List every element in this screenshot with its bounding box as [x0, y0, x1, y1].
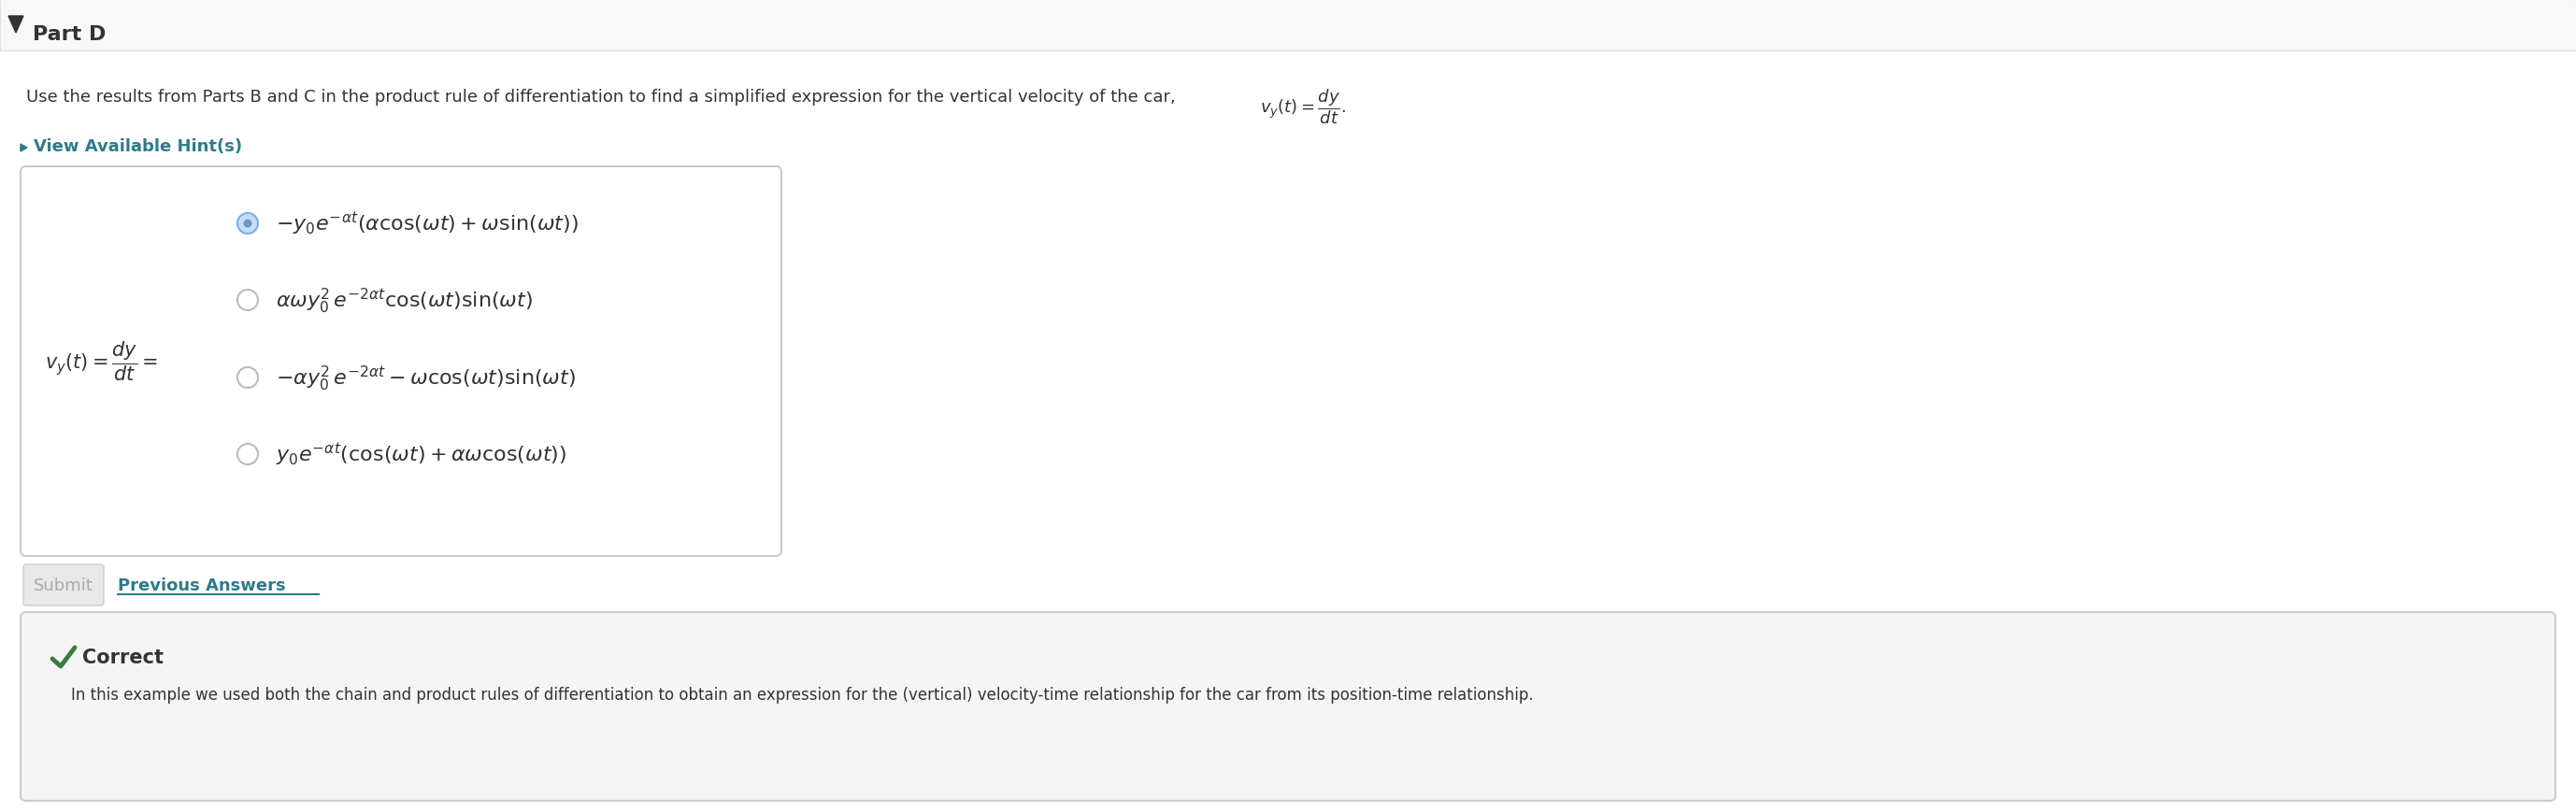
FancyBboxPatch shape	[21, 167, 781, 556]
Text: $-y_0 e^{-\alpha t}(\alpha \cos(\omega t) + \omega \sin(\omega t))$: $-y_0 e^{-\alpha t}(\alpha \cos(\omega t…	[276, 210, 580, 237]
Polygon shape	[21, 145, 28, 152]
Circle shape	[237, 214, 258, 235]
Circle shape	[237, 444, 258, 464]
Text: Part D: Part D	[33, 25, 106, 44]
Text: Correct: Correct	[82, 648, 162, 667]
Polygon shape	[8, 17, 23, 33]
Text: In this example we used both the chain and product rules of differentiation to o: In this example we used both the chain a…	[72, 686, 1533, 703]
Text: Previous Answers: Previous Answers	[118, 577, 286, 594]
Circle shape	[237, 368, 258, 388]
Text: Submit: Submit	[33, 577, 93, 594]
Circle shape	[237, 290, 258, 311]
Text: View Available Hint(s): View Available Hint(s)	[33, 138, 242, 155]
FancyBboxPatch shape	[21, 612, 2555, 801]
Text: $v_y(t) = \dfrac{dy}{dt} =$: $v_y(t) = \dfrac{dy}{dt} =$	[44, 339, 157, 383]
Text: $y_0 e^{-\alpha t}(\cos(\omega t) + \alpha\omega\cos(\omega t))$: $y_0 e^{-\alpha t}(\cos(\omega t) + \alp…	[276, 441, 567, 468]
Text: $\alpha\omega y_0^{2}\, e^{-2\alpha t} \cos(\omega t)\sin(\omega t)$: $\alpha\omega y_0^{2}\, e^{-2\alpha t} \…	[276, 286, 533, 315]
FancyBboxPatch shape	[23, 564, 103, 606]
Circle shape	[245, 220, 252, 228]
Text: $-\alpha y_0^{2}\, e^{-2\alpha t} - \omega \cos(\omega t)\sin(\omega t)$: $-\alpha y_0^{2}\, e^{-2\alpha t} - \ome…	[276, 364, 574, 392]
Text: Use the results from Parts B and C in the product rule of differentiation to fin: Use the results from Parts B and C in th…	[26, 89, 1180, 106]
Text: $v_y(t) = \dfrac{dy}{dt}$.: $v_y(t) = \dfrac{dy}{dt}$.	[1260, 87, 1345, 126]
FancyBboxPatch shape	[0, 0, 2576, 51]
